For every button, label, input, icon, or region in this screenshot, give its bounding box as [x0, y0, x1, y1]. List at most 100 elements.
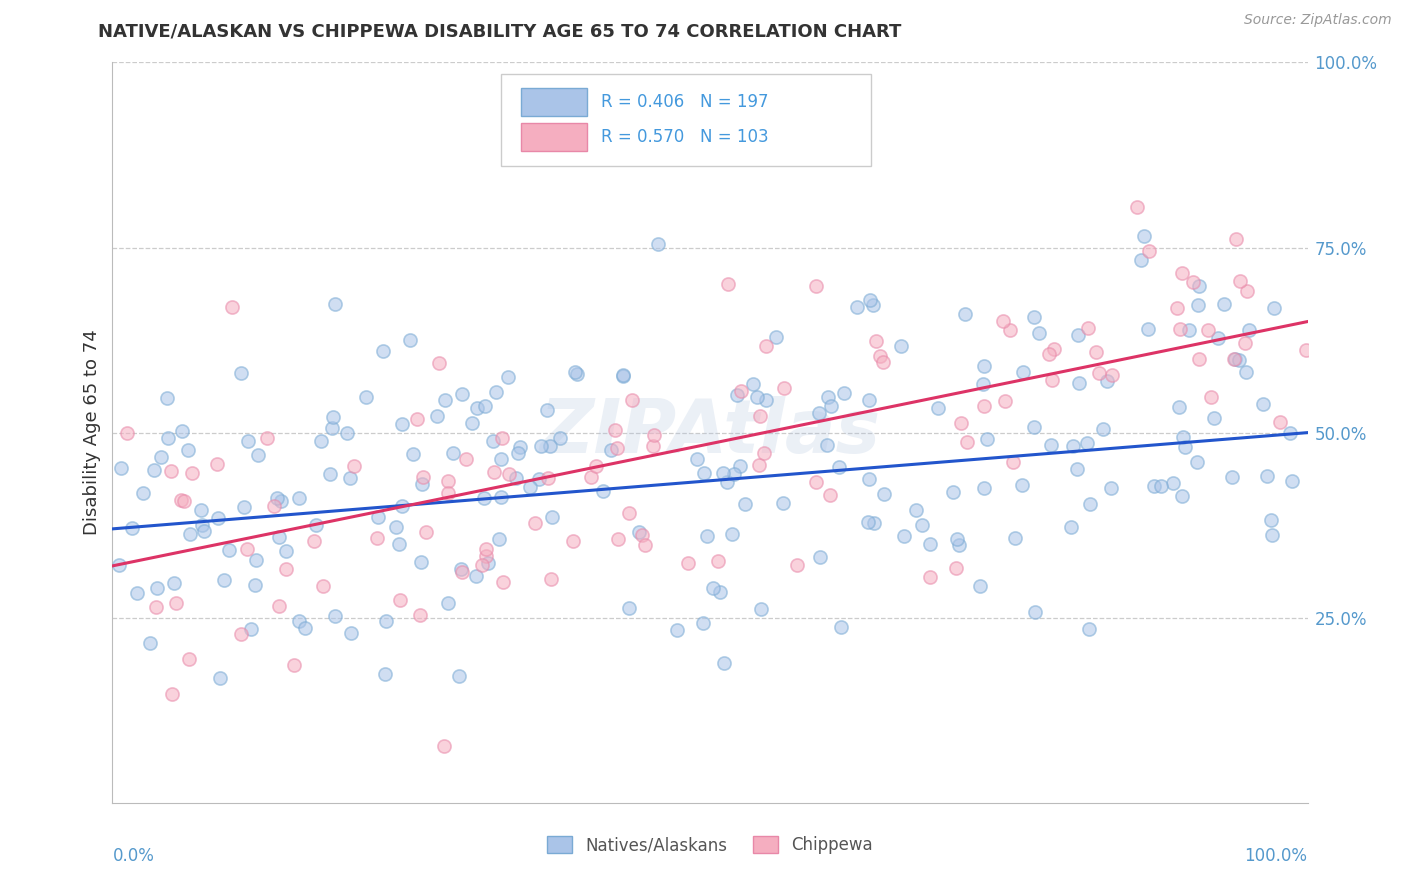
Point — [388, 537, 411, 551]
Point — [274, 562, 297, 576]
Point — [190, 503, 212, 517]
Point — [156, 432, 179, 446]
Point — [627, 524, 650, 539]
Point — [976, 432, 998, 446]
Point — [536, 403, 558, 417]
Point — [498, 467, 520, 482]
Point — [366, 531, 388, 545]
Point — [391, 499, 413, 513]
Point — [1066, 462, 1088, 476]
Point — [374, 614, 396, 628]
Point — [519, 480, 541, 494]
Point — [481, 434, 503, 449]
Point — [274, 543, 297, 558]
Point — [256, 431, 278, 445]
Point — [973, 399, 995, 413]
Point — [772, 496, 794, 510]
Point — [229, 626, 252, 640]
Point — [451, 565, 474, 579]
Point — [721, 526, 744, 541]
Point — [1199, 390, 1222, 404]
Point — [945, 560, 967, 574]
Point — [1187, 298, 1209, 312]
Point — [1028, 326, 1050, 340]
Point — [815, 437, 838, 451]
Point — [270, 493, 292, 508]
Point — [745, 390, 768, 404]
Point — [711, 467, 734, 481]
Point — [373, 344, 395, 359]
Point — [564, 365, 586, 379]
Text: 0.0%: 0.0% — [112, 847, 155, 865]
Point — [145, 581, 167, 595]
Point — [827, 459, 849, 474]
Point — [488, 532, 510, 546]
Point — [617, 506, 640, 520]
Point — [139, 635, 162, 649]
Point — [537, 471, 560, 485]
Point — [1002, 455, 1025, 469]
Point — [1185, 455, 1208, 469]
Point — [723, 467, 745, 482]
Point — [693, 466, 716, 480]
Point — [402, 446, 425, 460]
Point — [190, 518, 212, 533]
Point — [1004, 531, 1026, 545]
Point — [621, 392, 644, 407]
Point — [325, 297, 347, 311]
Point — [311, 579, 333, 593]
Point — [998, 322, 1021, 336]
Point — [956, 434, 979, 449]
Point — [641, 439, 664, 453]
Point — [322, 410, 344, 425]
Point — [749, 409, 772, 424]
Point — [1038, 347, 1060, 361]
Point — [496, 370, 519, 384]
Point — [893, 529, 915, 543]
Point — [612, 368, 634, 383]
Point — [1062, 439, 1084, 453]
Point — [221, 301, 243, 315]
Point — [485, 384, 508, 399]
Point — [716, 475, 738, 490]
Point — [1024, 605, 1046, 619]
Point — [603, 423, 626, 437]
Point — [309, 434, 332, 449]
Point — [1067, 327, 1090, 342]
Point — [411, 476, 433, 491]
Point — [354, 390, 377, 404]
Point — [456, 451, 478, 466]
Point — [1225, 232, 1247, 246]
Point — [155, 391, 177, 405]
Point — [973, 359, 995, 374]
Point — [399, 333, 422, 347]
Point — [304, 534, 326, 549]
Point — [846, 300, 869, 314]
Point — [1076, 436, 1098, 450]
Point — [263, 499, 285, 513]
Point — [177, 651, 200, 665]
Point — [388, 593, 411, 607]
Point — [617, 600, 640, 615]
Point — [612, 369, 634, 384]
Point — [1084, 345, 1107, 359]
Point — [1279, 425, 1302, 440]
Point — [647, 237, 669, 252]
Point — [108, 558, 131, 572]
Point — [862, 298, 884, 312]
Point — [288, 614, 311, 628]
Point — [1130, 253, 1153, 268]
Point — [863, 516, 886, 530]
Point — [233, 500, 256, 515]
Point — [972, 376, 994, 391]
Point — [1260, 528, 1282, 542]
Point — [441, 446, 464, 460]
Point — [1078, 497, 1101, 511]
Point — [1233, 336, 1256, 351]
Point — [725, 388, 748, 402]
Point — [1166, 301, 1188, 315]
Point — [471, 558, 494, 572]
Point — [709, 585, 731, 599]
Point — [1161, 475, 1184, 490]
Point — [125, 586, 148, 600]
